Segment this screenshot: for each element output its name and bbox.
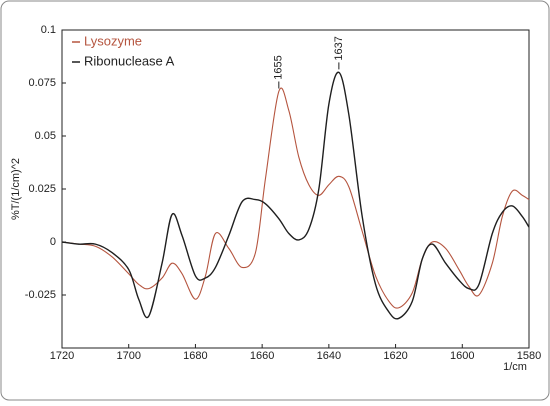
annotation: 1655 [273,55,285,79]
x-tick-label: 1620 [383,350,407,362]
x-tick-label: 1580 [517,350,541,362]
annotation: 1637 [333,36,345,60]
y-tick-label: 0 [50,236,56,248]
y-tick-label: 0.025 [28,183,56,195]
legend-label: Ribonuclease A [84,53,175,68]
x-tick-label: 1700 [116,350,140,362]
legend-label: Lysozyme [84,33,142,48]
line [61,71,530,320]
y-tick-label: 0.05 [35,130,56,142]
x-tick-label: 1720 [50,350,74,362]
y-tick-label: 0.1 [41,24,56,36]
x-tick-label: 1660 [250,350,274,362]
x-tick-label: 1600 [450,350,474,362]
y-axis-label: %T/(1/cm)^2 [10,158,22,220]
y-tick-label: 0.075 [28,77,56,89]
x-tick-label: 1640 [317,350,341,362]
x-tick-label: 1680 [183,350,207,362]
x-axis-label: 1/cm [503,361,527,373]
line [61,87,530,309]
y-tick-label: -0.025 [25,289,56,301]
